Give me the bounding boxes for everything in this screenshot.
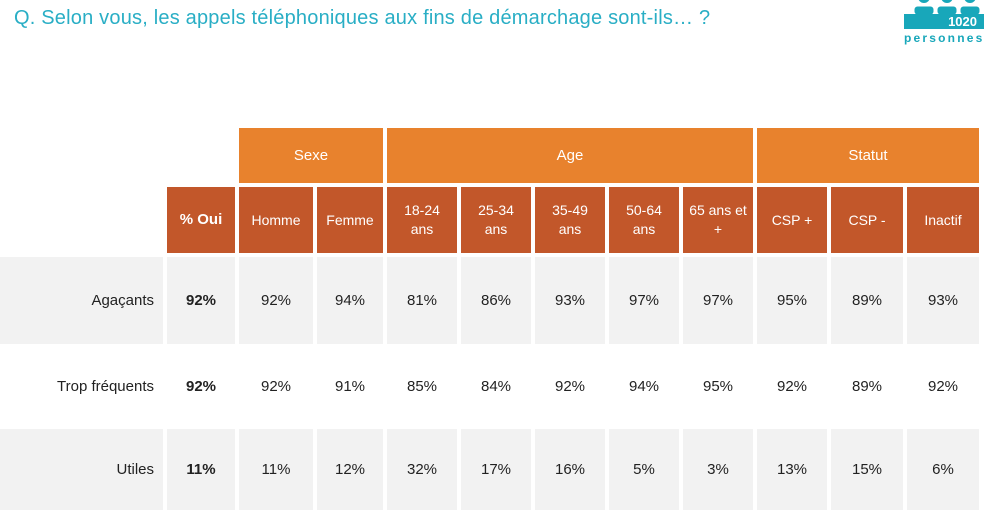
cell-value: 12% xyxy=(317,429,383,510)
cell-value: 85% xyxy=(406,378,438,395)
cell-value: 11% xyxy=(167,429,235,510)
row-label-utiles: Utiles xyxy=(0,429,163,510)
cell-value: 3% xyxy=(683,429,753,510)
cell-value: 5% xyxy=(609,429,679,510)
cell-value: 93% xyxy=(535,257,605,344)
people-icon xyxy=(904,0,984,14)
cell-value: 84% xyxy=(480,378,512,395)
results-table: Sexe Age Statut % Oui Homme Femme 18-24 … xyxy=(0,128,979,510)
cell-value: 81% xyxy=(387,257,457,344)
column-header-oui: % Oui xyxy=(167,187,235,253)
cell-value: 91% xyxy=(334,378,366,395)
sample-count: 1020 xyxy=(948,14,977,29)
cell-value: 13% xyxy=(757,429,827,510)
group-header-spacer xyxy=(0,128,235,183)
cell-value: 92% xyxy=(167,257,235,344)
group-header-statut: Statut xyxy=(757,128,979,183)
cell-value: 95% xyxy=(702,378,734,395)
sub-header-spacer xyxy=(0,187,163,253)
column-header-35-49: 35-49 ans xyxy=(535,187,605,253)
cell-value: 6% xyxy=(907,429,979,510)
cell-value: 92% xyxy=(776,378,808,395)
cell-value: 17% xyxy=(461,429,531,510)
cell-value: 32% xyxy=(387,429,457,510)
group-header-sexe: Sexe xyxy=(239,128,383,183)
row-label-agacants: Agaçants xyxy=(0,257,163,344)
cell-value: 86% xyxy=(461,257,531,344)
cell-value: 95% xyxy=(757,257,827,344)
cell-value: 15% xyxy=(831,429,903,510)
cell-value: 94% xyxy=(628,378,660,395)
column-header-homme: Homme xyxy=(239,187,313,253)
column-header-csp-plus: CSP + xyxy=(757,187,827,253)
cell-value: 16% xyxy=(535,429,605,510)
column-header-18-24: 18-24 ans xyxy=(387,187,457,253)
group-header-age: Age xyxy=(387,128,753,183)
cell-value: 92% xyxy=(260,378,292,395)
cell-value: 89% xyxy=(851,378,883,395)
column-header-65-plus: 65 ans et + xyxy=(683,187,753,253)
sample-count-bar: 1020 xyxy=(904,14,984,29)
column-header-femme: Femme xyxy=(317,187,383,253)
cell-value: 92% xyxy=(554,378,586,395)
sample-unit-label: personnes xyxy=(904,31,985,45)
column-header-50-64: 50-64 ans xyxy=(609,187,679,253)
cell-value: 11% xyxy=(239,429,313,510)
column-header-inactif: Inactif xyxy=(907,187,979,253)
cell-value: 97% xyxy=(683,257,753,344)
column-header-25-34: 25-34 ans xyxy=(461,187,531,253)
column-header-csp-minus: CSP - xyxy=(831,187,903,253)
page-title: Q. Selon vous, les appels téléphoniques … xyxy=(14,7,711,29)
cell-value: 93% xyxy=(907,257,979,344)
row-label-trop-frequents: Trop fréquents xyxy=(57,378,154,395)
cell-value: 92% xyxy=(927,378,959,395)
cell-value: 92% xyxy=(185,378,217,395)
cell-value: 92% xyxy=(239,257,313,344)
cell-value: 94% xyxy=(317,257,383,344)
cell-value: 89% xyxy=(831,257,903,344)
cell-value: 97% xyxy=(609,257,679,344)
sample-badge: 1020 personnes xyxy=(904,0,984,45)
